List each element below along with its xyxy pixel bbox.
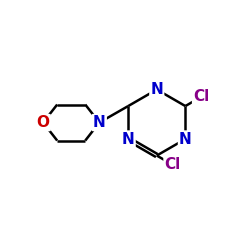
- Text: O: O: [36, 115, 50, 130]
- Text: Cl: Cl: [164, 157, 181, 172]
- Text: Cl: Cl: [193, 90, 209, 104]
- Text: N: N: [122, 132, 134, 146]
- Text: N: N: [93, 115, 106, 130]
- Text: N: N: [179, 132, 192, 146]
- Text: N: N: [150, 82, 163, 97]
